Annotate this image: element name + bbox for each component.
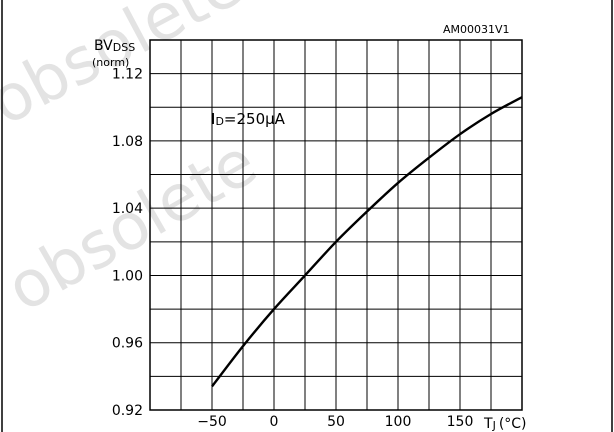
grid	[150, 40, 522, 410]
x-tick-label: 150	[447, 414, 474, 430]
y-tick-label: 1.00	[112, 268, 143, 284]
series-line	[211, 96, 523, 388]
y-axis-label-main: BV	[94, 38, 113, 54]
annotation-id-main: I	[211, 110, 215, 128]
tick-labels: 0.92 0.96 1.00 1.04 1.08 1.12 −50 0 50 100 150	[112, 67, 474, 430]
x-tick-label: 50	[327, 414, 345, 430]
x-tick-label: 0	[270, 414, 279, 430]
annotation-id-rest: =250μA	[224, 110, 286, 128]
y-tick-label: 0.96	[112, 336, 143, 352]
plot-frame	[149, 39, 523, 411]
y-axis-label: BVDSS	[94, 38, 135, 54]
x-tick-label: 100	[385, 414, 412, 430]
annotation-id: ID=250μA	[211, 110, 286, 128]
annotation-id-sub: D	[215, 115, 223, 128]
chart-code: AM00031V1	[443, 23, 510, 36]
y-axis-label-sub: DSS	[113, 41, 135, 54]
x-axis-label-sub: J	[492, 419, 496, 432]
x-axis-label-unit: (°C)	[499, 416, 527, 432]
y-tick-label: 0.92	[112, 403, 143, 419]
watermark-2: obsolete	[0, 126, 269, 327]
y-axis-norm-label: (norm)	[92, 56, 129, 69]
x-tick-label: −50	[197, 414, 227, 430]
y-tick-label: 1.08	[112, 134, 143, 150]
y-tick-label: 1.04	[112, 201, 143, 217]
y-tick-label: 1.12	[112, 67, 143, 83]
x-axis-label-main: T	[483, 416, 493, 432]
x-axis-label: TJ (°C)	[483, 416, 527, 432]
